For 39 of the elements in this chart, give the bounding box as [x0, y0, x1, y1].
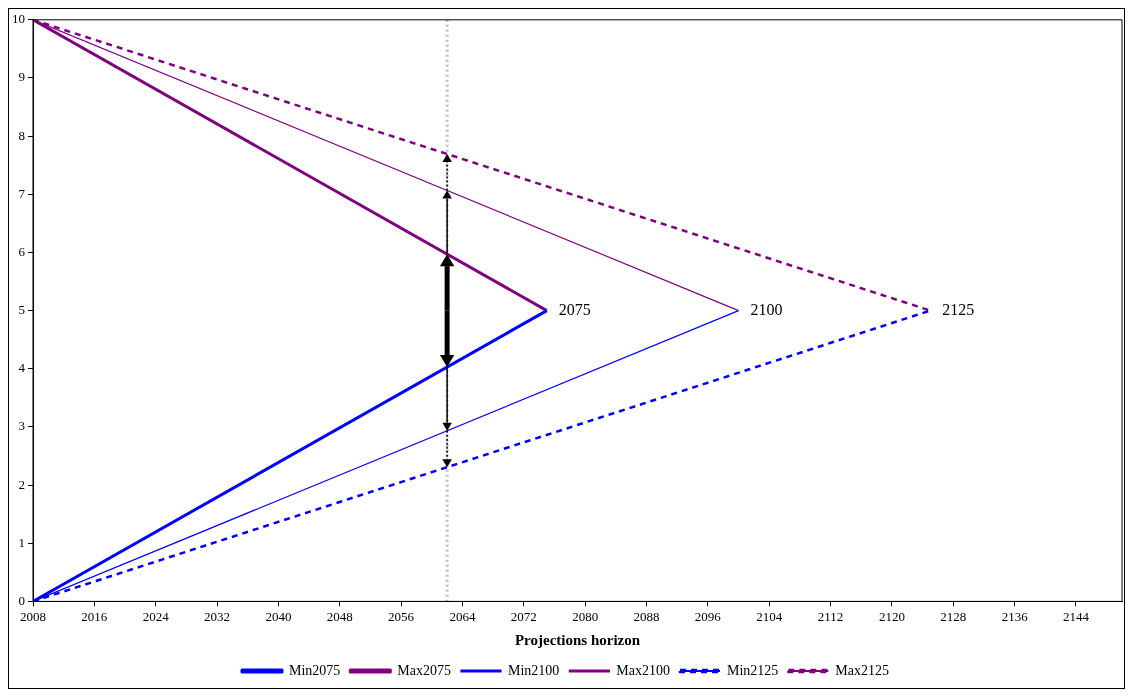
x-tick-label: 2064 [449, 608, 476, 624]
y-tick-label: 10 [12, 11, 25, 27]
y-tick-label: 5 [18, 302, 25, 318]
y-tick-label: 8 [18, 127, 25, 143]
y-tick-label: 4 [18, 360, 26, 376]
legend-label: Min2125 [727, 662, 779, 678]
legend-label: Min2100 [508, 662, 560, 678]
annotation: 2100 [750, 300, 783, 318]
y-tick-label: 9 [18, 69, 25, 85]
legend-label: Max2100 [616, 662, 671, 678]
x-tick-label: 2048 [326, 608, 353, 624]
x-tick-label: 2088 [633, 608, 660, 624]
x-tick-label: 2112 [817, 608, 844, 624]
x-tick-label: 2024 [142, 608, 170, 624]
x-tick-label: 2016 [81, 608, 108, 624]
x-tick-label: 2008 [20, 608, 46, 624]
x-tick-label: 2080 [572, 608, 599, 624]
x-tick-label: 2144 [1062, 608, 1090, 624]
x-tick-label: 2104 [756, 608, 783, 624]
x-tick-label: 2056 [388, 608, 415, 624]
legend-label: Min2075 [289, 662, 341, 678]
y-tick-label: 1 [18, 534, 25, 550]
annotation: 2125 [942, 300, 975, 318]
annotation: 2075 [558, 300, 591, 318]
x-tick-label: 2032 [204, 608, 231, 624]
y-tick-label: 6 [18, 243, 26, 259]
y-tick-label: 7 [18, 185, 26, 201]
y-tick-label: 0 [18, 592, 25, 608]
x-tick-label: 2136 [1001, 608, 1029, 624]
legend-label: Max2125 [835, 662, 890, 678]
x-axis-title: Projections horizon [514, 631, 641, 648]
x-tick-label: 2096 [694, 608, 722, 624]
x-tick-label: 2040 [265, 608, 292, 624]
x-tick-label: 2120 [878, 608, 905, 624]
x-tick-label: 2128 [940, 608, 967, 624]
legend-label: Max2075 [397, 662, 452, 678]
x-tick-label: 2072 [510, 608, 537, 624]
y-tick-label: 2 [18, 476, 25, 492]
y-tick-label: 3 [18, 418, 25, 434]
